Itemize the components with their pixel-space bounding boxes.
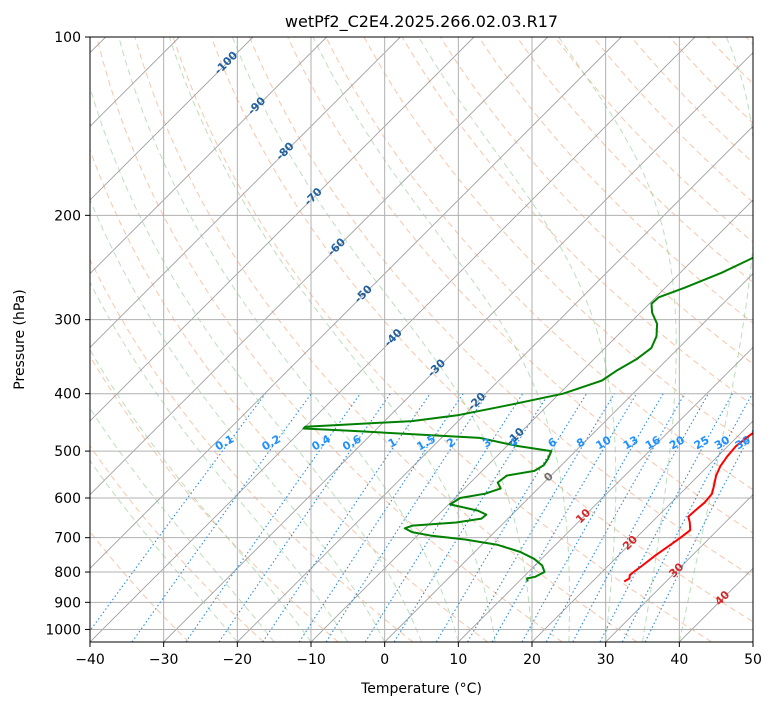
- moist-adiabat-line: [90, 281, 349, 642]
- x-tick-label: 50: [744, 652, 762, 668]
- isotherm-line: [90, 37, 254, 201]
- x-axis-title: Temperature (°C): [360, 681, 482, 697]
- x-tick-label: 0: [380, 652, 389, 668]
- dry-adiabat-line: [287, 37, 753, 534]
- x-tick-label: 10: [449, 652, 467, 668]
- dry-adiabat-line: [90, 258, 414, 642]
- dry-adiabat-line: [630, 37, 753, 164]
- y-tick-label: 500: [54, 444, 81, 460]
- x-tick-label: −10: [296, 652, 326, 668]
- mixing-ratio-line: [185, 393, 361, 642]
- temperature-profile-line: [623, 431, 753, 583]
- isotherm-line: [458, 346, 753, 642]
- mixing-ratio-line: [90, 393, 266, 632]
- mixing-ratio-line: [262, 393, 431, 642]
- plot-frame: [89, 36, 754, 643]
- mixing-ratio-line: [325, 393, 488, 642]
- moist-adiabat-line: [678, 37, 753, 642]
- y-tick-label: 700: [54, 531, 81, 547]
- mixing-ratio-line: [131, 393, 312, 642]
- chart-title: wetPf2_C2E4.2025.266.02.03.R17: [285, 12, 558, 32]
- isotherm-line: [605, 494, 753, 642]
- dry-adiabat-line: [401, 37, 753, 406]
- y-tick-label: 100: [54, 30, 81, 46]
- mixing-ratio-line: [621, 393, 753, 642]
- y-tick-label: 1000: [45, 622, 81, 638]
- y-tick-label: 400: [54, 387, 81, 403]
- isotherm-line: [163, 52, 753, 642]
- moist-adiabat-line: [90, 459, 238, 642]
- y-axis-title: Pressure (hPa): [12, 289, 28, 389]
- dewpoint-profile-line: [302, 256, 753, 582]
- isotherm-line: [90, 37, 475, 422]
- dry-adiabat-line: [516, 37, 753, 284]
- moist-adiabat-line: [90, 407, 275, 642]
- y-tick-label: 600: [54, 491, 81, 507]
- moist-adiabat-line: [558, 37, 677, 642]
- dry-adiabat-line: [592, 37, 753, 203]
- y-tick-label: 900: [54, 595, 81, 611]
- x-tick-label: 20: [523, 652, 541, 668]
- isotherm-line: [90, 37, 622, 569]
- isotherm-line: [384, 273, 753, 642]
- isotherm-line: [90, 37, 696, 642]
- isotherm-line: [90, 37, 548, 496]
- dry-adiabat-line: [90, 445, 264, 642]
- x-tick-label: −30: [149, 652, 179, 668]
- mixing-ratio-line: [435, 393, 587, 642]
- dry-adiabat-line: [210, 37, 753, 623]
- dry-adiabat-line: [134, 37, 638, 642]
- isotherm-line: [310, 199, 753, 642]
- moist-adiabat-line: [168, 37, 496, 642]
- plot-area: [90, 37, 753, 642]
- y-tick-label: 800: [54, 565, 81, 581]
- mixing-ratio-line: [572, 393, 709, 642]
- dry-adiabat-line: [96, 37, 563, 642]
- isotherm-line: [237, 125, 753, 642]
- moist-adiabat-line: [312, 37, 570, 642]
- x-tick-label: −40: [75, 652, 105, 668]
- isotherm-line: [90, 37, 327, 275]
- y-tick-label: 200: [54, 208, 81, 224]
- x-tick-label: −20: [223, 652, 253, 668]
- x-tick-label: 40: [670, 652, 688, 668]
- dry-adiabat-line: [478, 37, 753, 324]
- dry-adiabat-line: [363, 37, 753, 448]
- mixing-ratio-line: [298, 393, 464, 642]
- moist-adiabat-line: [231, 37, 533, 642]
- mixing-ratio-line: [364, 393, 524, 642]
- moist-adiabat-line: [90, 198, 386, 642]
- mixing-ratio-line: [393, 393, 550, 642]
- isotherm-line: [90, 37, 401, 348]
- axes: −40 −30 −20 −10 0 10 20 30 40 50 100 200 300 400 500 60…: [45, 30, 762, 668]
- y-tick-label: 300: [54, 313, 81, 329]
- mixing-ratio-line: [545, 393, 686, 642]
- moist-adiabat-line: [418, 37, 617, 642]
- moist-adiabat-line: [90, 85, 422, 642]
- x-tick-label: 30: [597, 652, 615, 668]
- isotherm-line: [531, 420, 753, 642]
- dry-adiabat-line: [172, 37, 712, 642]
